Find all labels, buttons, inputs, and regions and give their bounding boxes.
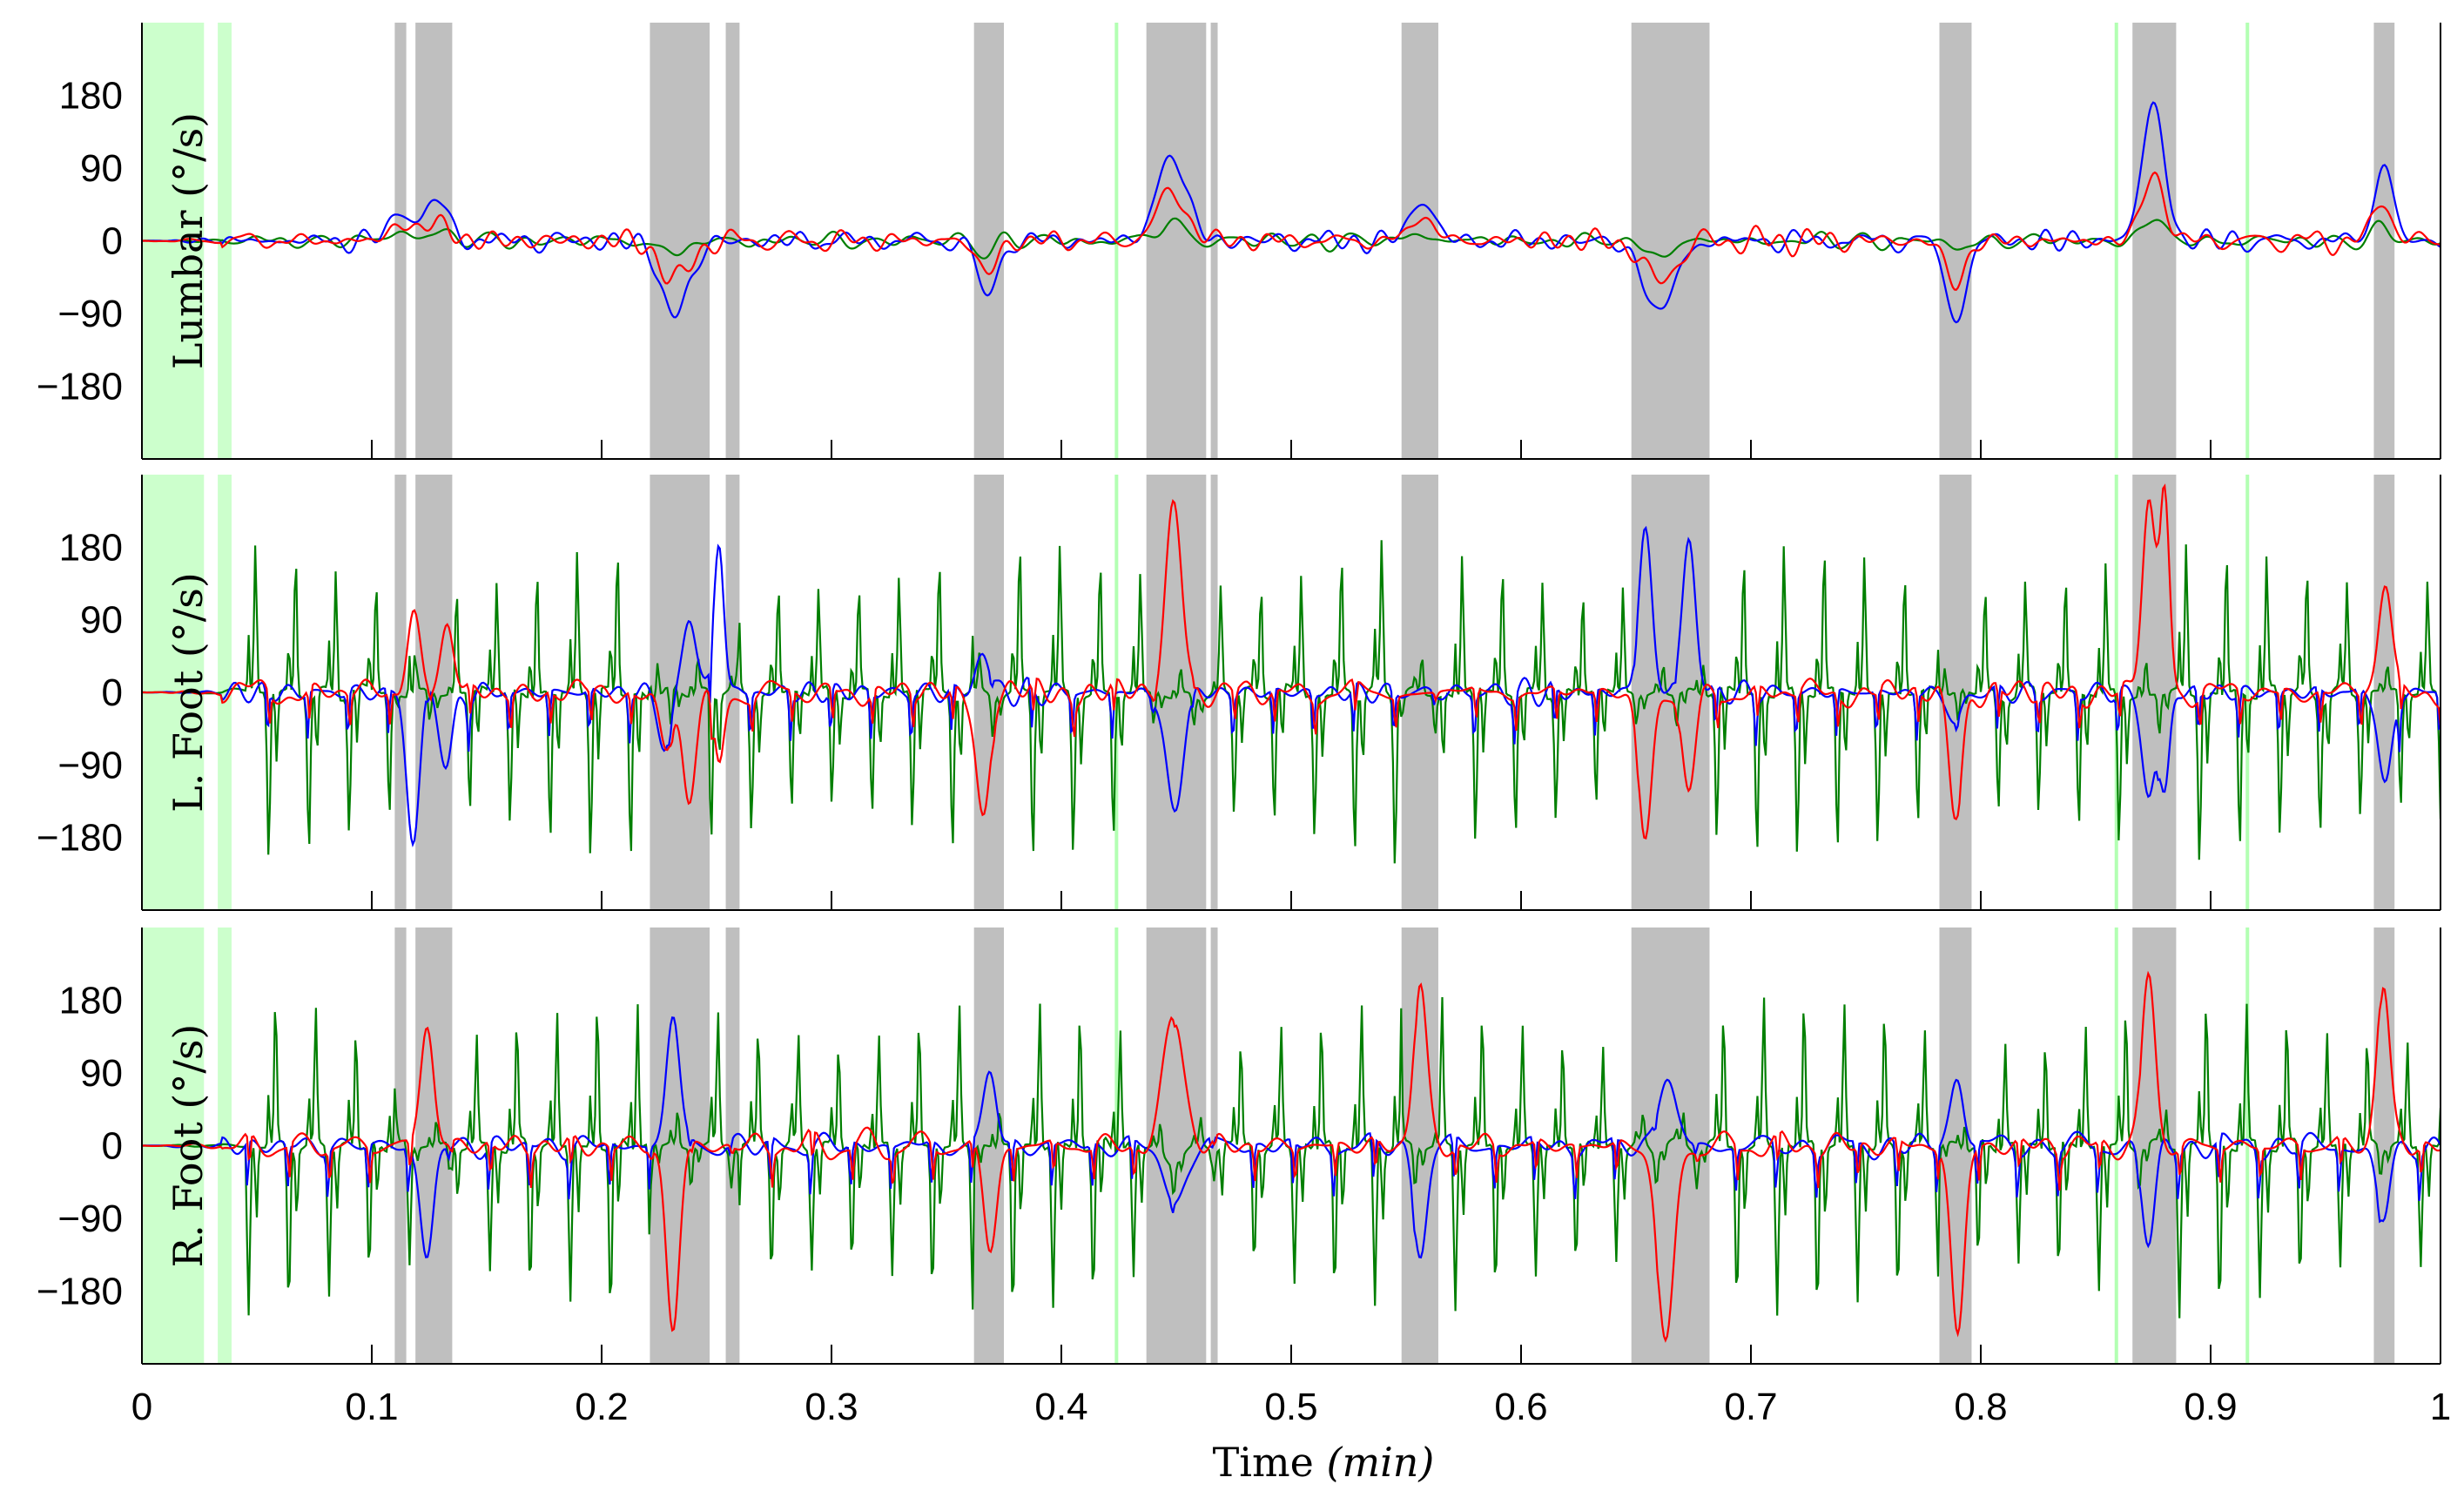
y-tick-label: −180 [37, 1271, 123, 1313]
highlight-gray-0 [394, 928, 407, 1364]
series-blue-lfoot [142, 525, 2440, 848]
highlight-gray-2 [650, 23, 710, 459]
y-tick-label: −180 [37, 817, 123, 860]
panel-lumbar: 180 90 0 −90 −180 Lumbar (°/s) [37, 23, 2441, 460]
x-tick-label: 1 [2430, 1386, 2451, 1428]
highlight-green-line-2 [2245, 928, 2250, 1364]
highlight-gray-2 [650, 475, 710, 910]
panel-label-lfoot: L. Foot (°/s) [165, 572, 212, 813]
highlight-gray-0 [394, 23, 407, 459]
highlight-gray-8 [1631, 928, 1710, 1364]
y-tick-label: −90 [57, 744, 123, 786]
y-tick-label: −180 [37, 366, 123, 408]
highlight-gray-11 [2373, 23, 2395, 459]
y-tick-label: 90 [80, 599, 123, 642]
y-tick-label: 90 [80, 147, 123, 190]
series-red-rfoot [142, 970, 2440, 1343]
x-tick-label: 0.2 [575, 1386, 628, 1428]
highlight-gray-4 [973, 475, 1004, 910]
highlight-gray-3 [725, 23, 740, 459]
highlight-gray-8 [1631, 23, 1710, 459]
y-tick-label: 0 [102, 671, 123, 714]
highlight-gray-7 [1401, 23, 1438, 459]
x-tick-label: 0.8 [1954, 1386, 2007, 1428]
y-tick-label: −90 [57, 1197, 123, 1240]
x-tick-label: 0.9 [2184, 1386, 2237, 1428]
x-tick-label: 0 [131, 1386, 152, 1428]
highlight-gray-11 [2373, 475, 2395, 910]
y-tick-label: 90 [80, 1052, 123, 1095]
series-green-lfoot [142, 540, 2440, 864]
highlight-green-1 [218, 928, 232, 1364]
x-axis-label-unit: (min) [1327, 1439, 1435, 1486]
highlight-gray-3 [725, 475, 740, 910]
highlight-gray-4 [973, 23, 1004, 459]
x-axis: 0 0.1 0.2 0.3 0.4 0.5 0.6 0.7 0.8 0.9 1 [131, 1386, 2451, 1428]
highlight-green-line-1 [2114, 475, 2118, 910]
series-blue-lumbar [142, 101, 2440, 324]
highlight-gray-10 [2132, 23, 2177, 459]
x-tick-label: 0.4 [1034, 1386, 1087, 1428]
y-tick-label: 0 [102, 220, 123, 263]
x-tick-label: 0.3 [805, 1386, 858, 1428]
panel-rfoot: 180 90 0 −90 −180 R. Foot (°/s) [37, 928, 2441, 1365]
x-tick-label: 0.1 [345, 1386, 398, 1428]
panel-label-lumbar: Lumbar (°/s) [165, 112, 212, 369]
series-red-lfoot [142, 483, 2440, 840]
x-axis-label: Time (min) [1213, 1439, 1435, 1486]
panel-lfoot: 180 90 0 −90 −180 L. Foot (°/s) [37, 475, 2441, 911]
highlight-gray-5 [1146, 928, 1207, 1364]
y-tick-label: 180 [59, 75, 123, 118]
highlight-gray-6 [1210, 23, 1218, 459]
x-tick-label: 0.5 [1264, 1386, 1317, 1428]
y-tick-label: 0 [102, 1125, 123, 1168]
highlight-green-line-2 [2245, 23, 2250, 459]
highlight-gray-1 [415, 23, 453, 459]
highlight-gray-1 [415, 475, 453, 910]
highlight-green-line-2 [2245, 475, 2250, 910]
highlight-gray-9 [1939, 475, 1972, 910]
panel-label-rfoot: R. Foot (°/s) [165, 1024, 212, 1268]
x-tick-label: 0.6 [1494, 1386, 1547, 1428]
y-tick-label: 180 [59, 980, 123, 1022]
x-tick-label: 0.7 [1724, 1386, 1777, 1428]
y-tick-label: 180 [59, 526, 123, 569]
highlight-green-line-1 [2114, 928, 2118, 1364]
series-red-lumbar [142, 171, 2440, 291]
y-tick-label: −90 [57, 293, 123, 335]
series-blue-rfoot [142, 1016, 2440, 1259]
highlight-green-1 [218, 475, 232, 910]
highlight-gray-9 [1939, 928, 1972, 1364]
highlight-gray-3 [725, 928, 740, 1364]
